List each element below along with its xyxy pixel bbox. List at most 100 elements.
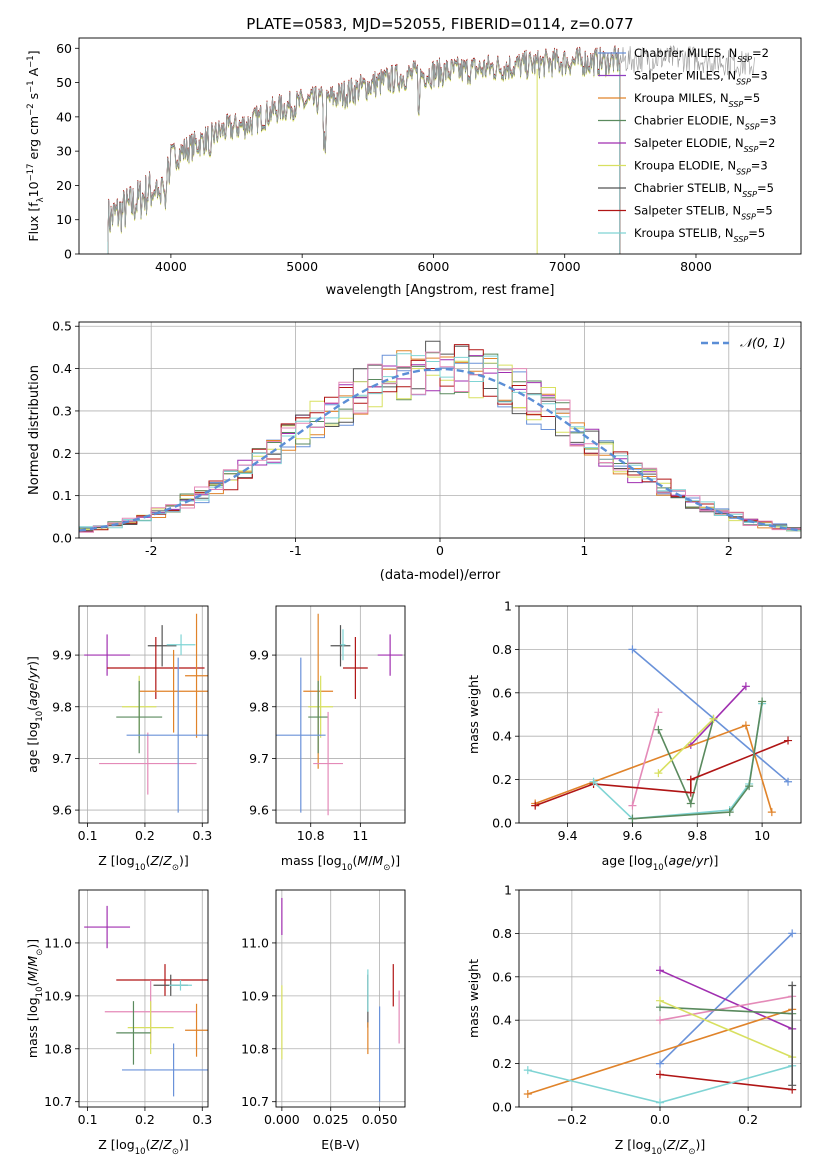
x-tick-label: 9.8 bbox=[687, 828, 707, 843]
age_vs_mass-axes: 10.8 11 9.6 9.7 9.8 9.9 bbox=[249, 606, 405, 843]
x-tick-label: 8000 bbox=[680, 259, 712, 274]
x-tick-label: 0.025 bbox=[313, 1112, 349, 1127]
errorbar-point bbox=[276, 657, 326, 813]
weight_vs_age-lines bbox=[531, 645, 793, 823]
legend-entry: Kroupa ELODIE, NSSP=3 bbox=[634, 159, 768, 177]
x-tick-label: -2 bbox=[145, 543, 157, 558]
weight-line bbox=[631, 648, 789, 783]
y-tick-label: 9.7 bbox=[52, 751, 72, 766]
weight-marker bbox=[656, 966, 664, 975]
y-tick-label: 9.6 bbox=[249, 803, 269, 818]
weight-marker bbox=[654, 708, 663, 717]
weight_vs_Z-frame bbox=[518, 889, 802, 1108]
weight_vs_age-ylabel: mass weight bbox=[466, 675, 481, 754]
weight-marker bbox=[656, 996, 664, 1005]
y-tick-label: 0.8 bbox=[492, 642, 512, 657]
y-tick-label: 10.9 bbox=[44, 988, 72, 1003]
x-tick-label: 2 bbox=[725, 543, 733, 558]
y-tick-label: 0.6 bbox=[492, 969, 512, 984]
weight_vs_age-xlabel: age [log10(age/yr)] bbox=[602, 853, 719, 873]
y-tick-label: 10.7 bbox=[241, 1094, 269, 1109]
x-tick-label: -1 bbox=[289, 543, 301, 558]
data-line bbox=[107, 45, 755, 242]
y-tick-label: 0.4 bbox=[492, 729, 512, 744]
weight-marker bbox=[628, 801, 637, 810]
spectrum-frame bbox=[78, 37, 802, 255]
weight-marker bbox=[523, 1066, 532, 1075]
weight-marker bbox=[745, 782, 754, 791]
histogram-series bbox=[79, 351, 801, 533]
errorbar-point bbox=[116, 964, 208, 996]
legend-entry: Kroupa STELIB, NSSP=5 bbox=[634, 226, 765, 244]
errorbar-point bbox=[330, 625, 351, 667]
y-tick-label: 0 bbox=[64, 247, 72, 262]
errorbar-point bbox=[166, 634, 196, 656]
y-tick-label: 10.8 bbox=[44, 1041, 72, 1056]
weight-line bbox=[690, 685, 747, 746]
x-tick-label: 0.0 bbox=[650, 1112, 670, 1127]
histogram-steps bbox=[79, 340, 801, 533]
legend: Chabrier MILES, NSSP=2 Salpeter MILES, NS… bbox=[598, 46, 776, 244]
weight-line bbox=[527, 1008, 793, 1095]
weight_vs_Z-ylabel: mass weight bbox=[466, 959, 481, 1038]
weight_vs_Z-lines bbox=[523, 929, 797, 1107]
age_vs_Z-points bbox=[84, 613, 208, 813]
weight-marker bbox=[788, 981, 797, 990]
spectrum-ylabel: Flux [fλ10−17 erg cm−2 s−1 A−1] bbox=[26, 50, 46, 241]
weight-line bbox=[659, 1006, 793, 1015]
weight-marker bbox=[654, 769, 663, 778]
legend-entry: Kroupa MILES, NSSP=5 bbox=[634, 91, 760, 109]
weight-line bbox=[631, 712, 660, 806]
errorbar-point bbox=[139, 649, 208, 733]
y-tick-label: 10.8 bbox=[241, 1041, 269, 1056]
weight-marker bbox=[686, 775, 695, 784]
y-tick-label: 0.0 bbox=[52, 531, 72, 546]
x-tick-label: 0 bbox=[436, 543, 444, 558]
weight_vs_Z-axes: −0.2 0.0 0.2 0.0 0.2 0.4 0.6 0.8 1 bbox=[492, 883, 801, 1127]
x-tick-label: 0.1 bbox=[78, 828, 98, 843]
age_vs_mass-points bbox=[276, 613, 403, 816]
x-tick-label: 6000 bbox=[418, 259, 450, 274]
weight-marker bbox=[628, 814, 637, 823]
spectrum-axes: 4000 5000 6000 7000 8000 0 10 20 30 40 50 60 bbox=[56, 41, 712, 274]
x-tick-label: 7000 bbox=[549, 259, 581, 274]
errorbar-point bbox=[126, 657, 208, 813]
gaussian-curve bbox=[79, 367, 801, 532]
errorbar-point bbox=[185, 613, 208, 738]
weight-line bbox=[632, 701, 763, 820]
errorbar-point bbox=[116, 680, 163, 754]
weight-marker bbox=[656, 1098, 664, 1107]
y-tick-label: 0.3 bbox=[52, 403, 72, 418]
weight-marker bbox=[523, 1089, 532, 1098]
y-tick-label: 60 bbox=[56, 41, 72, 56]
spectrum-xlabel: wavelength [Angstrom, rest frame] bbox=[326, 283, 555, 298]
y-tick-label: 0.1 bbox=[52, 488, 72, 503]
x-tick-label: 4000 bbox=[155, 259, 187, 274]
weight-marker bbox=[784, 777, 793, 786]
y-tick-label: 10.7 bbox=[44, 1094, 72, 1109]
errorbar-point bbox=[84, 905, 131, 949]
y-tick-label: 0.4 bbox=[52, 361, 72, 376]
legend-entry: Salpeter MILES, NSSP=3 bbox=[634, 69, 768, 87]
mass_vs_EBV-frame bbox=[275, 889, 406, 1108]
y-tick-label: 0.6 bbox=[492, 685, 512, 700]
y-tick-label: 9.9 bbox=[249, 648, 269, 663]
mass_vs_Z-axes: 0.1 0.2 0.3 10.7 10.8 10.9 11.0 bbox=[44, 890, 212, 1127]
y-tick-label: 9.7 bbox=[249, 751, 269, 766]
mass_vs_EBV-points bbox=[281, 897, 400, 1102]
weight-marker bbox=[654, 725, 663, 734]
weight-marker bbox=[656, 1059, 664, 1068]
x-tick-label: 9.6 bbox=[623, 828, 643, 843]
age_vs_Z-frame bbox=[78, 605, 209, 824]
y-tick-label: 20 bbox=[56, 178, 72, 193]
weight-line bbox=[659, 999, 793, 1058]
y-tick-label: 1 bbox=[504, 883, 512, 898]
weight-line bbox=[659, 1073, 793, 1091]
x-tick-label: 0.000 bbox=[264, 1112, 300, 1127]
y-tick-label: 40 bbox=[56, 109, 72, 124]
x-tick-label: 0.3 bbox=[192, 1112, 212, 1127]
errorbar-point bbox=[169, 979, 192, 991]
y-tick-label: 9.8 bbox=[52, 699, 72, 714]
